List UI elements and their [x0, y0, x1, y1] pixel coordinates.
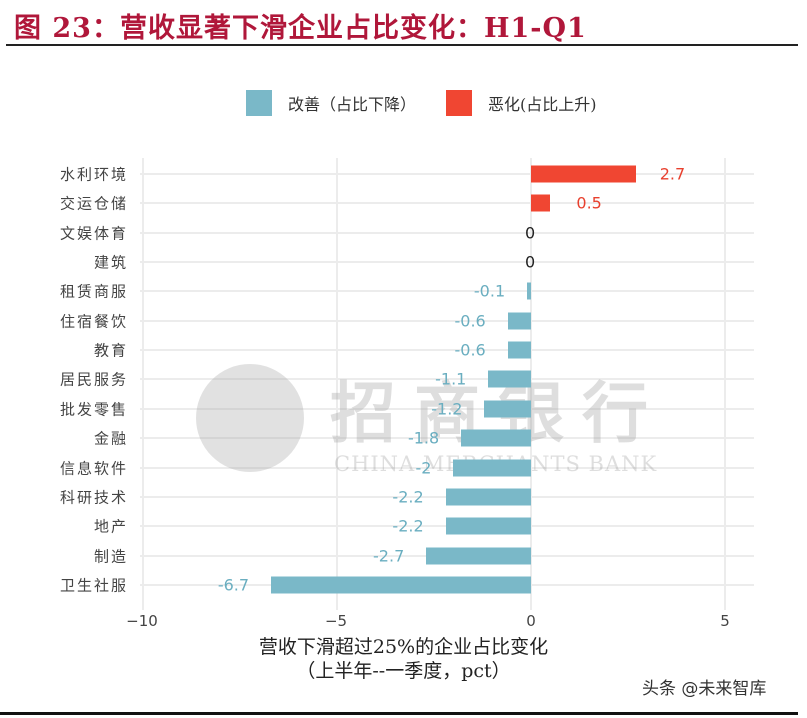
h-gridline	[140, 261, 754, 264]
y-category-label: 地产	[93, 517, 128, 536]
value-label: -0.1	[473, 281, 506, 301]
bar	[507, 312, 531, 330]
h-gridline	[140, 231, 754, 234]
bar	[445, 488, 531, 506]
bar	[453, 459, 531, 476]
legend-label-improve: 改善（占比下降）	[288, 95, 417, 114]
y-category-label: 租赁商服	[59, 282, 128, 301]
legend-swatch-worsen	[446, 90, 473, 116]
v-gridline	[336, 158, 338, 610]
value-label: -0.6	[454, 340, 486, 360]
bar	[527, 282, 531, 300]
y-category-label: 居民服务	[59, 370, 128, 389]
value-label: -2	[415, 458, 432, 477]
legend-item-improve: 改善（占比下降）	[246, 90, 416, 116]
h-gridline	[140, 319, 754, 322]
value-label: -2.2	[392, 487, 424, 507]
y-category-label: 建筑	[93, 253, 128, 272]
bar	[426, 547, 531, 565]
y-category-label: 教育	[93, 341, 128, 360]
x-axis-label-unit: （上半年--一季度，pct）	[296, 660, 511, 682]
bar	[531, 165, 636, 183]
x-axis-label: 营收下滑超过25%的企业占比变化	[258, 636, 549, 658]
value-label: -1.1	[435, 369, 467, 389]
y-category-label: 信息软件	[59, 459, 128, 477]
figure-title: 图 23：营收显著下滑企业占比变化：H1-Q1	[14, 13, 587, 44]
x-tick: 5	[720, 612, 730, 630]
x-tick: 0	[526, 612, 536, 630]
v-gridline	[530, 158, 532, 610]
v-gridline	[724, 158, 726, 610]
h-gridline	[140, 349, 754, 352]
h-gridline	[140, 437, 754, 440]
y-category-label: 批发零售	[59, 400, 128, 419]
legend-item-worsen: 恶化(占比上升)	[446, 90, 597, 116]
bar	[445, 517, 531, 535]
bar	[271, 576, 531, 594]
bar	[507, 341, 531, 359]
legend-swatch-improve	[246, 90, 272, 116]
y-category-label: 交运仓储	[59, 194, 128, 213]
value-label: -6.7	[217, 575, 250, 595]
y-category-label: 科研技术	[59, 488, 128, 507]
h-gridline	[140, 466, 754, 469]
title-divider	[6, 44, 798, 46]
y-category-label: 文娱体育	[59, 224, 128, 243]
y-category-label: 卫生社服	[59, 576, 128, 595]
value-label: 2.7	[659, 164, 686, 184]
y-category-label: 制造	[93, 547, 128, 566]
h-gridline	[140, 290, 754, 293]
v-gridline	[142, 158, 144, 610]
footer-divider	[0, 712, 798, 715]
source-credit: 头条 @未来智库	[642, 679, 767, 699]
y-category-label: 金融	[93, 429, 128, 448]
value-label: -2.7	[373, 546, 405, 566]
bar	[461, 429, 531, 447]
value-label: -0.6	[454, 311, 486, 331]
h-gridline	[140, 407, 754, 410]
bar	[484, 400, 531, 418]
h-gridline	[140, 378, 754, 381]
watermark-logo-icon	[196, 364, 304, 472]
y-category-label: 水利环境	[59, 165, 128, 184]
h-gridline	[140, 202, 754, 205]
x-tick: −5	[324, 612, 348, 630]
value-label: 0	[525, 252, 536, 272]
h-gridline	[140, 173, 754, 175]
chart-legend: 改善（占比下降） 恶化(占比上升)	[246, 90, 627, 116]
value-label: -1.2	[431, 399, 463, 419]
value-label: -1.8	[407, 428, 440, 448]
legend-label-worsen: 恶化(占比上升)	[488, 95, 597, 114]
bar	[488, 370, 531, 388]
value-label: 0.5	[576, 193, 602, 213]
value-label: 0	[525, 223, 536, 243]
y-category-label: 住宿餐饮	[59, 312, 128, 331]
value-label: -2.2	[392, 516, 424, 536]
x-tick: −10	[126, 612, 158, 630]
bar	[531, 194, 551, 212]
